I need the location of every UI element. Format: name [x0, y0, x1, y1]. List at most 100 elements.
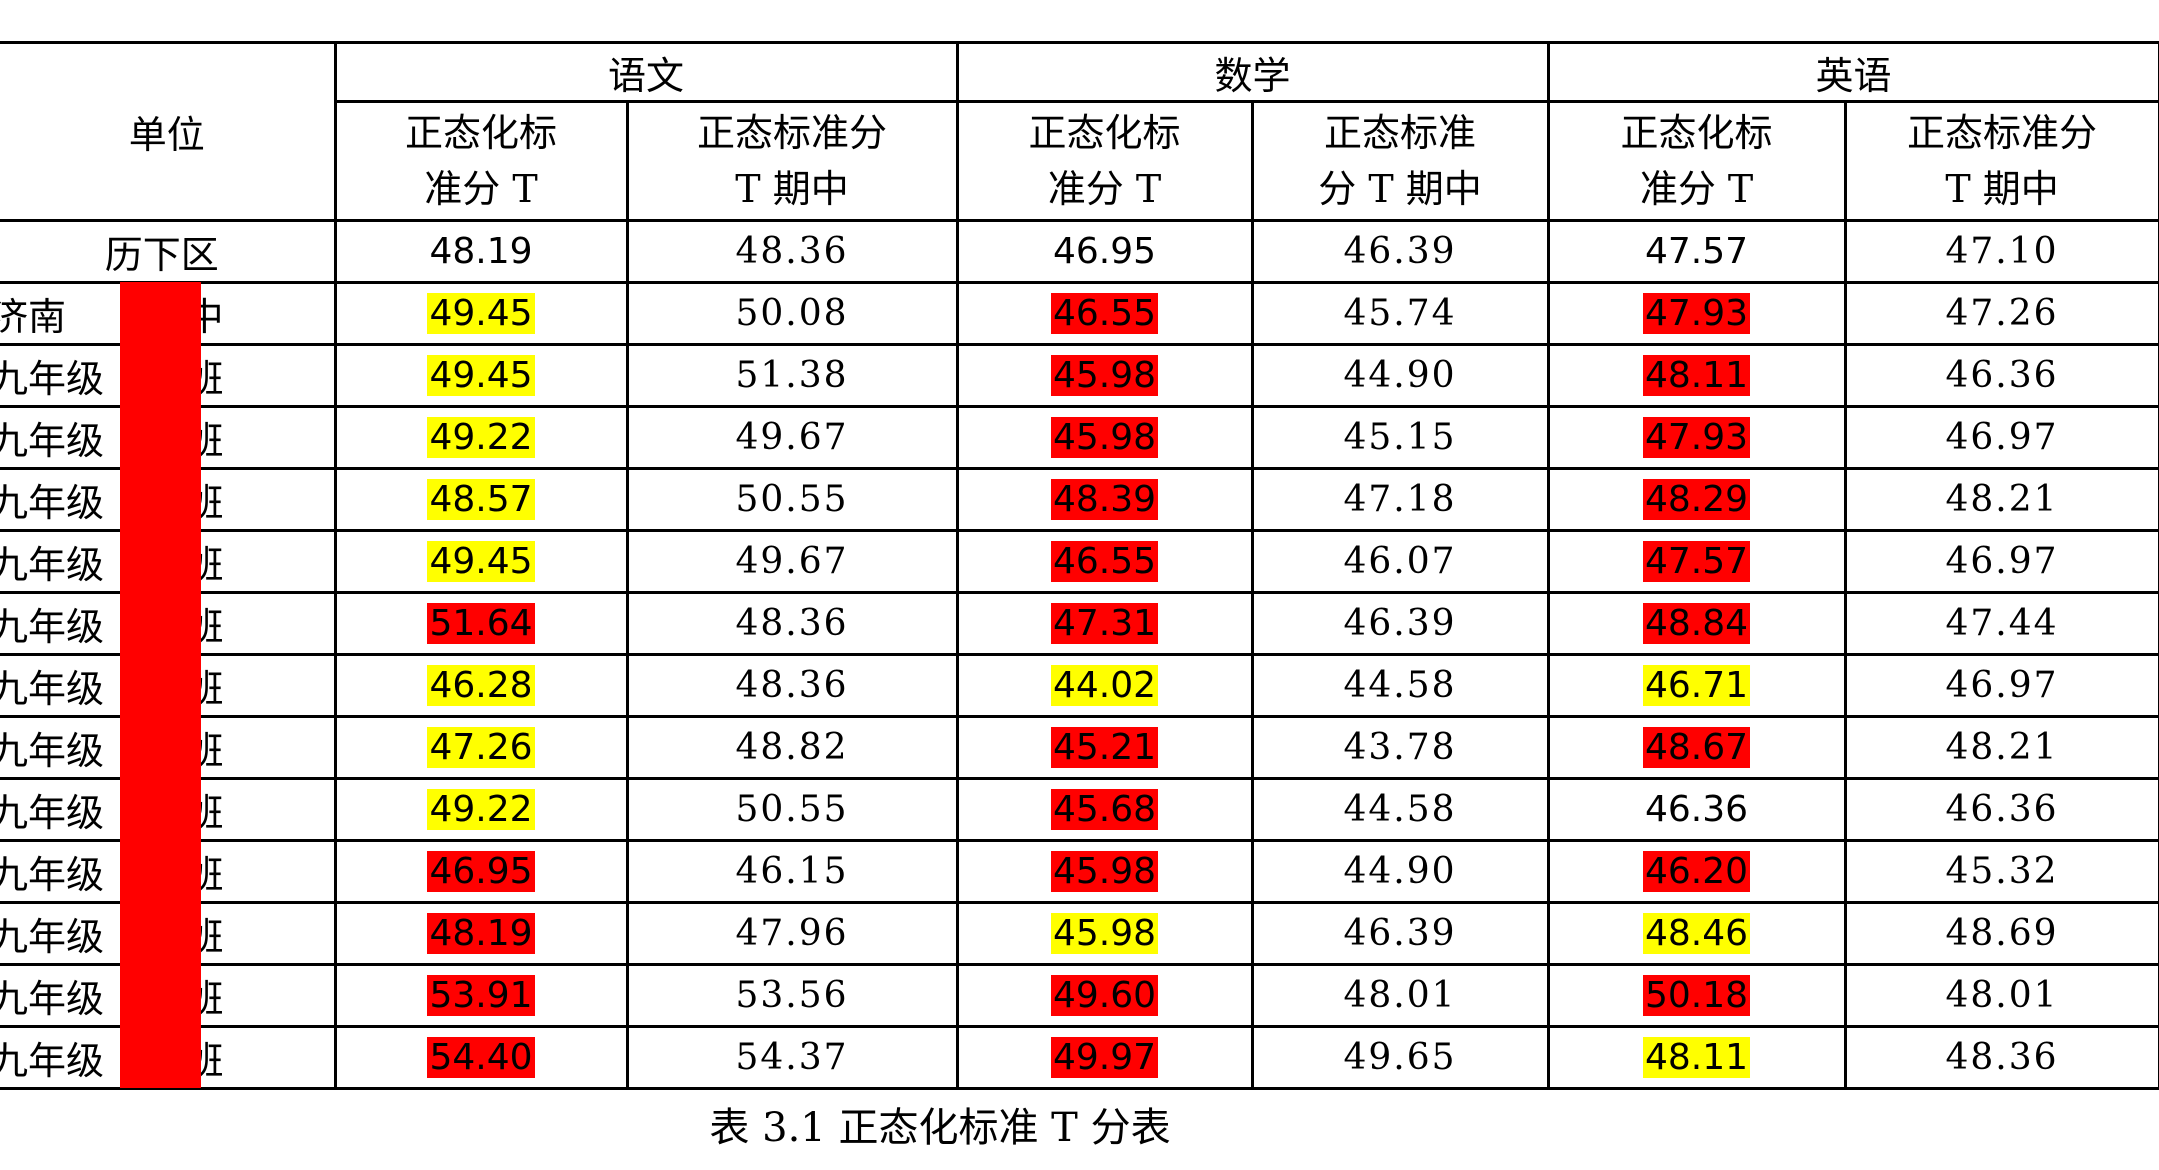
score-cell: 46.95 [333, 839, 629, 904]
score-value: 46.95 [427, 851, 535, 892]
score-value: 50.55 [735, 479, 849, 520]
score-cell: 46.97 [1843, 529, 2159, 594]
score-cell: 46.55 [955, 281, 1254, 346]
score-value: 46.39 [1343, 913, 1457, 954]
score-cell: 48.19 [333, 901, 629, 966]
score-value: 46.55 [1050, 541, 1159, 582]
score-cell: 45.98 [955, 901, 1254, 966]
score-cell: 49.45 [333, 343, 629, 408]
score-cell: 46.36 [1546, 777, 1847, 842]
score-value: 46.20 [1643, 851, 1751, 892]
unit-label: 九年级班 [0, 658, 334, 713]
data-row: 九年级班 49.22 49.67 45.98 45.15 47.93 46.97 [0, 405, 2159, 470]
score-value: 48.57 [427, 479, 535, 520]
score-value: 45.98 [1050, 851, 1159, 892]
unit-label: 九年级班 [0, 472, 334, 527]
header-sub: 正态标准分 T 期中 [1843, 100, 2159, 222]
score-cell: 46.97 [1843, 405, 2159, 470]
score-cell: 45.74 [1250, 281, 1550, 346]
score-value: 44.58 [1343, 789, 1457, 830]
score-value: 47.44 [1945, 603, 2059, 644]
score-value: 46.97 [1945, 541, 2059, 582]
score-cell: 47.93 [1546, 281, 1847, 346]
score-cell: 45.15 [1250, 405, 1550, 470]
score-value: 49.45 [427, 355, 535, 396]
score-cell: 49.45 [333, 281, 629, 346]
score-cell: 48.21 [1843, 715, 2159, 780]
score-cell: 48.84 [1546, 591, 1847, 656]
score-value: 48.69 [1945, 913, 2059, 954]
header-subject: 英语 [1546, 41, 2159, 103]
data-row: 九年级班 49.45 51.38 45.98 44.90 48.11 46.36 [0, 343, 2159, 408]
score-cell: 45.98 [955, 405, 1254, 470]
score-cell: 47.18 [1250, 467, 1550, 532]
score-cell: 47.57 [1546, 219, 1847, 284]
score-value: 46.97 [1945, 417, 2059, 458]
score-cell: 49.67 [625, 529, 959, 594]
score-cell: 46.20 [1546, 839, 1847, 904]
header-sub: 正态化标 准分 T [1546, 100, 1847, 222]
score-cell: 46.15 [625, 839, 959, 904]
score-value: 49.97 [1050, 1037, 1159, 1078]
unit-text: 九年级 [0, 853, 105, 897]
redaction [120, 282, 201, 1088]
score-value: 46.55 [1050, 293, 1159, 334]
score-value: 45.98 [1050, 913, 1159, 954]
score-cell: 48.67 [1546, 715, 1847, 780]
score-cell: 45.32 [1843, 839, 2159, 904]
score-cell: 47.26 [1843, 281, 2159, 346]
score-cell: 47.57 [1546, 529, 1847, 594]
score-value: 54.40 [427, 1037, 535, 1078]
score-cell: 45.98 [955, 839, 1254, 904]
score-value: 44.90 [1343, 355, 1457, 396]
header-sub: 正态标准分 T 期中 [625, 100, 959, 222]
score-cell: 45.98 [955, 343, 1254, 408]
score-cell: 53.56 [625, 963, 959, 1028]
score-cell: 48.69 [1843, 901, 2159, 966]
score-value: 49.22 [427, 789, 535, 830]
score-cell: 44.58 [1250, 653, 1550, 718]
score-value: 46.71 [1643, 665, 1751, 706]
unit-text: 九年级 [0, 915, 105, 959]
score-value: 44.58 [1343, 665, 1457, 706]
score-cell: 47.31 [955, 591, 1254, 656]
score-cell: 46.39 [1250, 901, 1550, 966]
score-value: 48.36 [735, 231, 849, 272]
unit-cell: 历下区 [0, 219, 337, 284]
score-value: 48.11 [1643, 1037, 1751, 1078]
score-value: 48.01 [1343, 975, 1457, 1016]
score-value: 48.84 [1643, 603, 1751, 644]
score-value: 48.36 [1945, 1037, 2059, 1078]
score-cell: 48.19 [333, 219, 629, 284]
unit-text: 九年级 [0, 605, 105, 649]
score-cell: 48.01 [1843, 963, 2159, 1028]
score-cell: 50.55 [625, 777, 959, 842]
score-cell: 48.01 [1250, 963, 1550, 1028]
header-row: 正态化标 准分 T 正态标准分 T 期中 正态化标 准分 T 正态标准 分 T 期中正… [0, 100, 2159, 222]
score-value: 50.18 [1643, 975, 1751, 1016]
score-cell: 48.29 [1546, 467, 1847, 532]
score-value: 45.98 [1050, 355, 1159, 396]
score-value: 49.22 [427, 417, 535, 458]
score-value: 47.26 [427, 727, 535, 768]
score-cell: 48.11 [1546, 343, 1847, 408]
score-cell: 46.97 [1843, 653, 2159, 718]
score-table: 单位 语文 数学 英语 正态化标 准分 T 正态标准分 T 期中 正态化标 准分 T 正态标准… [0, 41, 2159, 1090]
score-value: 48.01 [1945, 975, 2059, 1016]
score-value: 46.95 [1052, 231, 1157, 272]
caption: 表 3.1 正态化标准 T 分表 [709, 1105, 1171, 1151]
score-value: 47.31 [1050, 603, 1159, 644]
score-cell: 46.07 [1250, 529, 1550, 594]
score-value: 48.67 [1643, 727, 1751, 768]
score-cell: 46.55 [955, 529, 1254, 594]
score-value: 54.37 [735, 1037, 849, 1078]
data-row: 九年级班 48.19 47.96 45.98 46.39 48.46 48.69 [0, 901, 2159, 966]
score-cell: 48.36 [625, 219, 959, 284]
score-cell: 50.08 [625, 281, 959, 346]
score-cell: 48.11 [1546, 1025, 1847, 1090]
score-cell: 47.44 [1843, 591, 2159, 656]
data-row: 九年级班 47.26 48.82 45.21 43.78 48.67 48.21 [0, 715, 2159, 780]
score-cell: 47.26 [333, 715, 629, 780]
unit-text: 九年级 [0, 667, 105, 711]
